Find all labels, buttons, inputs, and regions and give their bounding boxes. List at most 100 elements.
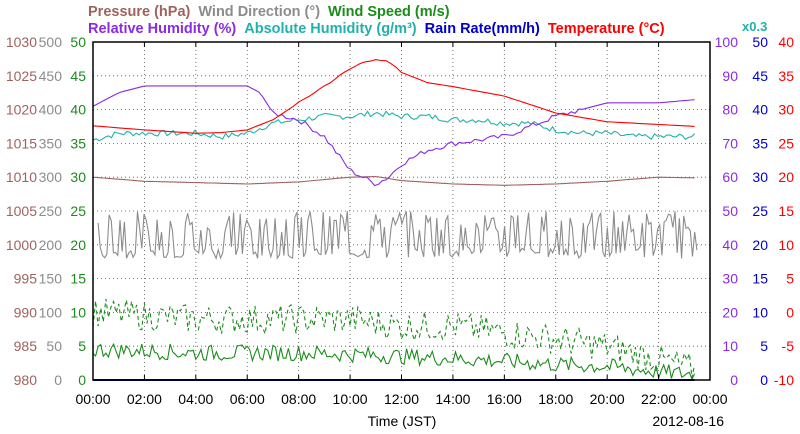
x-axis-ticks: 00:00 02:00 04:00 06:00 08:00 10:00 12:00 14:00…	[75, 42, 728, 407]
grid	[93, 42, 710, 380]
pressure-tick: 1000	[6, 237, 37, 253]
temperature-tick: 35	[778, 68, 794, 84]
temperature-tick: 5	[786, 271, 794, 287]
pressure-tick: 1030	[6, 34, 37, 50]
wind-direction-tick: 350	[39, 135, 63, 151]
series-line-wind-speed-m-s	[92, 342, 696, 381]
rain-rate-tick: 15	[752, 271, 768, 287]
rain-rate-tick: 45	[752, 68, 768, 84]
pressure-tick: 990	[14, 304, 38, 320]
rain-rate-tick: 40	[752, 102, 768, 118]
wind-direction-tick: 100	[39, 304, 63, 320]
humidity-tick: 70	[722, 135, 738, 151]
wind-speed-tick: 20	[70, 237, 86, 253]
rain-rate-tick: 50	[752, 34, 768, 50]
x-tick-label: 06:00	[230, 391, 265, 407]
wind-speed-tick: 15	[70, 271, 86, 287]
pressure-tick: 995	[14, 271, 38, 287]
humidity-tick: 90	[722, 68, 738, 84]
rain-rate-tick: 0	[760, 372, 768, 388]
wind-direction-tick: 50	[46, 338, 62, 354]
rain-rate-tick: 5	[760, 338, 768, 354]
x-axis-label: Time (JST)	[368, 413, 437, 429]
wind-direction-tick: 450	[39, 68, 63, 84]
series-line-wind-speed-gust-m-s	[92, 298, 696, 378]
x-tick-label: 20:00	[590, 391, 625, 407]
pressure-tick: 1025	[6, 68, 37, 84]
series-line-pressure-hpa	[92, 175, 695, 186]
wind-direction-tick: 400	[39, 102, 63, 118]
temperature-tick: 10	[778, 237, 794, 253]
wind-speed-tick: 10	[70, 304, 86, 320]
x-tick-label: 04:00	[178, 391, 213, 407]
temperature-tick: 40	[778, 34, 794, 50]
date-label: 2012-08-16	[652, 413, 724, 429]
humidity-tick: 0	[730, 372, 738, 388]
rain-rate-tick: 10	[752, 304, 768, 320]
rain-rate-tick: 35	[752, 135, 768, 151]
legend-row-1: Pressure (hPa) Wind Direction (°) Wind Spe…	[88, 4, 450, 20]
legend-entry: Wind Speed (m/s)	[328, 4, 450, 20]
legend-entry: Wind Direction (°)	[198, 4, 320, 20]
wind-direction-tick: 0	[54, 372, 62, 388]
wind-direction-tick: 250	[39, 203, 63, 219]
legend-row-2: Relative Humidity (%) Absolute Humidity (…	[88, 21, 665, 37]
x-tick-label: 18:00	[538, 391, 573, 407]
x-tick-label: 00:00	[692, 391, 727, 407]
temperature-tick: -5	[782, 338, 795, 354]
temperature-tick: 15	[778, 203, 794, 219]
wind-direction-tick: 200	[39, 237, 63, 253]
pressure-tick: 1020	[6, 102, 37, 118]
pressure-tick: 980	[14, 372, 38, 388]
rain-rate-tick: 30	[752, 169, 768, 185]
pressure-tick: 1015	[6, 135, 37, 151]
wind-direction-tick: 500	[39, 34, 63, 50]
wind-direction-tick: 300	[39, 169, 63, 185]
humidity-tick: 40	[722, 237, 738, 253]
series-line-relative-humidity	[92, 85, 695, 187]
wind-speed-tick: 35	[70, 135, 86, 151]
legend-entry: Absolute Humidity (g/m³)	[244, 21, 417, 37]
humidity-tick: 10	[722, 338, 738, 354]
temperature-tick: -10	[774, 372, 794, 388]
wind-speed-tick: 25	[70, 203, 86, 219]
legend-entry: Temperature (°C)	[548, 21, 665, 37]
temperature-tick: 20	[778, 169, 794, 185]
humidity-tick: 60	[722, 169, 738, 185]
temperature-tick: 30	[778, 102, 794, 118]
x-tick-label: 22:00	[641, 391, 676, 407]
temperature-tick: 0	[786, 304, 794, 320]
temperature-tick: 25	[778, 135, 794, 151]
x-tick-label: 16:00	[487, 391, 522, 407]
humidity-tick: 20	[722, 304, 738, 320]
axis-ticks: 9809859909951000100510101015102010251030…	[6, 34, 794, 388]
wind-speed-tick: 45	[70, 68, 86, 84]
x-tick-label: 12:00	[384, 391, 419, 407]
wind-direction-tick: 150	[39, 271, 63, 287]
wind-speed-tick: 30	[70, 169, 86, 185]
wind-speed-tick: 5	[78, 338, 86, 354]
x-tick-label: 02:00	[127, 391, 162, 407]
legend-entry: Relative Humidity (%)	[88, 21, 236, 37]
humidity-scale-note: x0.3	[742, 19, 767, 34]
rain-rate-tick: 25	[752, 203, 768, 219]
pressure-tick: 985	[14, 338, 38, 354]
series-line-temperature-c	[92, 59, 695, 134]
series-line-wind-direction	[97, 210, 698, 260]
x-tick-label: 14:00	[435, 391, 470, 407]
x-tick-label: 10:00	[333, 391, 368, 407]
wind-speed-tick: 0	[78, 372, 86, 388]
wind-speed-tick: 50	[70, 34, 86, 50]
legend-entry: Rain Rate(mm/h)	[425, 21, 540, 37]
legend-entry: Pressure (hPa)	[88, 4, 191, 20]
x-tick-label: 00:00	[75, 391, 110, 407]
humidity-tick: 50	[722, 203, 738, 219]
pressure-tick: 1010	[6, 169, 37, 185]
pressure-tick: 1005	[6, 203, 37, 219]
humidity-tick: 100	[715, 34, 739, 50]
wind-speed-tick: 40	[70, 102, 86, 118]
humidity-tick: 30	[722, 271, 738, 287]
rain-rate-tick: 20	[752, 237, 768, 253]
